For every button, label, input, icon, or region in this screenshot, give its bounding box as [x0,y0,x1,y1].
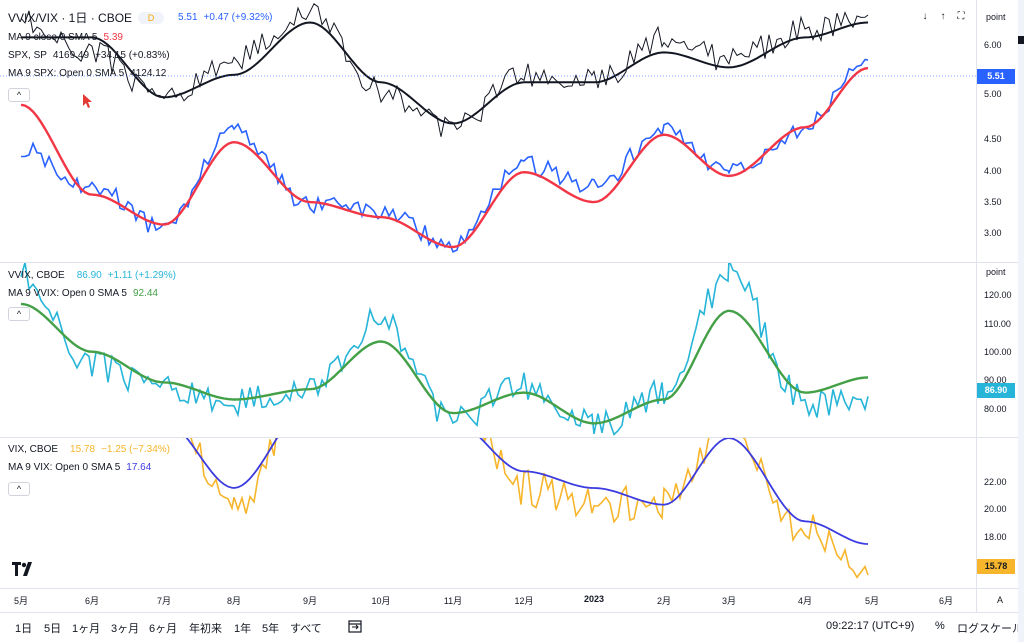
tick-100: 100.00 [984,347,1012,357]
pane-buttons: ↓ ↑ ⛶ [918,10,968,24]
spx-line [20,58,869,253]
ratio-ma-line [21,21,869,125]
tick-4: 4.00 [984,166,1002,176]
move-down-icon[interactable]: ↓ [922,11,928,22]
vvix-legend: VVIX, CBOE 86.90 +1.11 (+1.29%) MA 9 VVI… [8,268,176,302]
time-label: 8月 [226,596,242,606]
time-label: 7月 [156,596,172,606]
tick-110: 110.00 [984,319,1011,329]
price-scale-border [976,0,977,612]
vvix-symbol[interactable]: VVIX, CBOE [8,270,65,281]
vvix-change: +1.11 (+1.29%) [107,270,176,281]
ratio-pane[interactable]: VVIX/VIX · 1日 · CBOE D 5.51 +0.47 (+9.32… [0,0,1018,262]
time-label: 2月 [656,596,672,606]
vvix-plot[interactable] [0,263,1018,437]
side-panel-edge [1018,0,1024,642]
ratio-price: 5.51 [178,12,198,23]
range-6m-button[interactable]: 6ヶ月 [149,623,178,635]
vix-ma-label[interactable]: MA 9 VIX: Open 0 SMA 5 [8,462,121,473]
last-price-tag: 86.90 [977,383,1015,398]
log-scale-button[interactable]: ログスケール [957,623,1023,635]
vvix-ma-label[interactable]: MA 9 VVIX: Open 0 SMA 5 [8,288,127,299]
vix-change: −1.25 (−7.34%) [101,444,170,455]
ma-spx-label[interactable]: MA 9 SPX: Open 0 SMA 5 [8,68,125,79]
vvix-price: 86.90 [76,270,102,281]
vvix-ma-value: 92.44 [132,288,158,299]
spx-value: 4169.49 [52,50,90,61]
bottom-toolbar: 1日 5日 1ヶ月 3ヶ月 6ヶ月 年初来 1年 5年 すべて 09:22:17… [0,612,1024,642]
time-label-year: 2023 [583,594,605,604]
tick-3: 3.00 [984,228,1002,238]
go-to-date-icon[interactable] [348,619,362,633]
collapse-legend-button[interactable]: ^ [8,307,30,321]
tick-18: 18.00 [984,532,1007,542]
clock[interactable]: 09:22:17 (UTC+9) [826,620,915,632]
vvix-pane[interactable]: VVIX, CBOE 86.90 +1.11 (+1.29%) MA 9 VVI… [0,263,1018,437]
tick-20: 20.00 [984,504,1007,514]
time-label: 3月 [721,596,737,606]
auto-scale-button[interactable]: A [996,595,1003,605]
tick-6: 6.00 [984,40,1002,50]
time-label: 4月 [797,596,813,606]
spx-change: +34.15 (+0.83%) [95,50,170,61]
vix-symbol[interactable]: VIX, CBOE [8,444,59,455]
pane-separator[interactable] [0,262,1018,263]
tick-80: 80.00 [984,404,1007,414]
vix-ma-value: 17.64 [126,462,152,473]
last-price-tag: 5.51 [977,69,1015,84]
time-label: 6月 [938,596,954,606]
range-5d-button[interactable]: 5日 [44,623,62,635]
spx-ma-line [20,66,869,249]
collapse-legend-button[interactable]: ^ [8,482,30,496]
range-3m-button[interactable]: 3ヶ月 [111,623,140,635]
range-1d-button[interactable]: 1日 [15,623,33,635]
vvix-ma-line [20,302,869,425]
time-label: 12月 [514,596,534,606]
ratio-plot[interactable] [0,0,1018,262]
time-label: 5月 [13,596,29,606]
mouse-cursor-icon [83,94,92,108]
range-1m-button[interactable]: 1ヶ月 [72,623,101,635]
vix-pane[interactable]: VIX, CBOE 15.78 −1.25 (−7.34%) MA 9 VIX:… [0,438,1018,588]
interval-badge[interactable]: D [138,12,165,24]
scale-title: point [986,12,1006,22]
pane-separator[interactable] [0,437,1018,438]
tick-120: 120.00 [984,290,1012,300]
time-label: 6月 [84,596,100,606]
ratio-change: +0.47 (+9.32%) [203,12,273,23]
time-label: 11月 [443,596,463,606]
tick-4-5: 4.50 [984,134,1002,144]
time-label: 9月 [302,596,318,606]
percent-scale-button[interactable]: % [935,620,945,632]
move-up-icon[interactable]: ↑ [940,11,946,22]
ma-spx-value: 4124.12 [130,68,167,79]
tick-3-5: 3.50 [984,197,1002,207]
ratio-indicators: MA 9 close 0 SMA 5 5.39 SPX, SP 4169.49 … [8,30,170,82]
time-axis[interactable]: 5月 6月 7月 8月 9月 10月 11月 12月 2023 2月 3月 4月… [0,588,1018,610]
spx-label[interactable]: SPX, SP [8,50,47,61]
tick-5: 5.00 [984,89,1002,99]
range-5y-button[interactable]: 5年 [262,623,280,635]
range-1y-button[interactable]: 1年 [234,623,252,635]
tick-22: 22.00 [984,477,1007,487]
maximize-icon[interactable]: ⛶ [957,11,965,22]
time-label: 5月 [864,596,880,606]
ratio-legend: VVIX/VIX · 1日 · CBOE D 5.51 +0.47 (+9.32… [8,10,272,26]
ma-close-label[interactable]: MA 9 close 0 SMA 5 [8,32,98,43]
time-label: 10月 [371,596,391,606]
tick-90: 90.00 [984,375,1007,385]
range-all-button[interactable]: すべて [290,623,322,635]
collapse-legend-button[interactable]: ^ [8,88,30,102]
tradingview-logo-icon[interactable] [12,562,36,576]
last-price-tag: 15.78 [977,559,1015,574]
vix-legend: VIX, CBOE 15.78 −1.25 (−7.34%) MA 9 VIX:… [8,442,170,476]
vix-price: 15.78 [70,444,96,455]
scale-title: point [986,267,1006,277]
ratio-symbol[interactable]: VVIX/VIX · 1日 · CBOE [8,11,133,25]
range-ytd-button[interactable]: 年初来 [189,623,222,635]
ma-close-value: 5.39 [103,32,123,43]
